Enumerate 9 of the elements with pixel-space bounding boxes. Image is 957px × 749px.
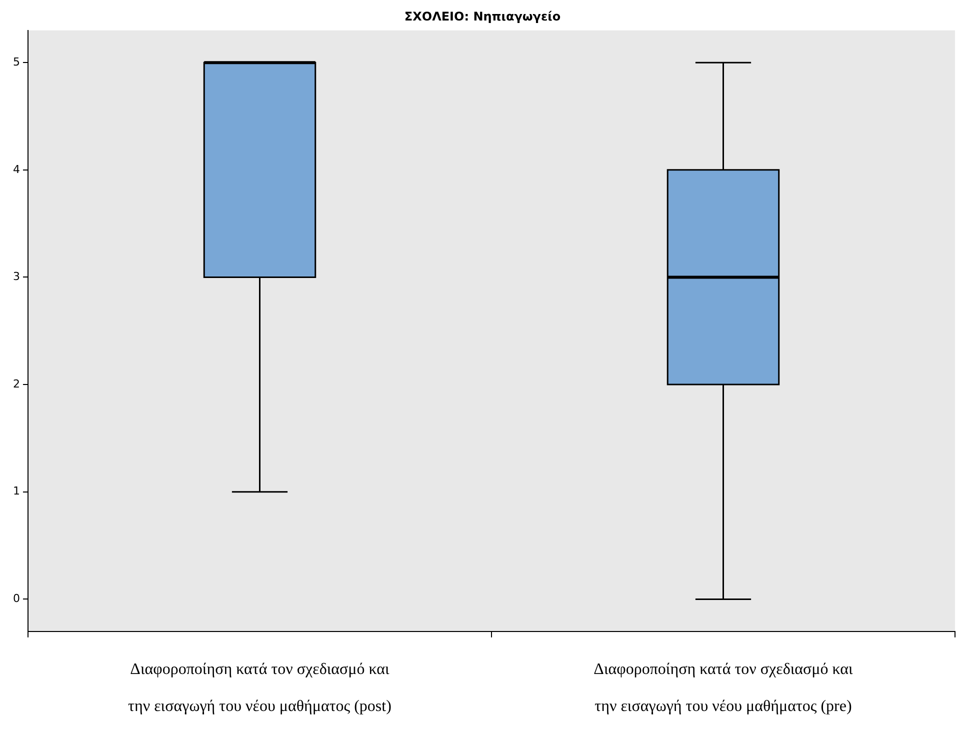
chart-title: ΣΧΟΛΕΙΟ: Νηπιαγωγείο [404,9,561,24]
y-tick-label: 2 [13,377,20,390]
y-tick-label: 4 [13,162,20,176]
y-tick-label: 3 [13,270,20,284]
category-label: Διαφοροποίηση κατά τον σχεδιασμό και την εισαγωγή του νέου μαθήματος (pre) [594,661,853,715]
y-tick-label: 5 [13,55,20,68]
y-tick-label: 1 [13,484,20,498]
y-tick-label: 0 [13,592,20,606]
category-label: Διαφοροποίηση κατά τον σχεδιασμό και την εισαγωγή του νέου μαθήματος (post) [128,661,392,715]
